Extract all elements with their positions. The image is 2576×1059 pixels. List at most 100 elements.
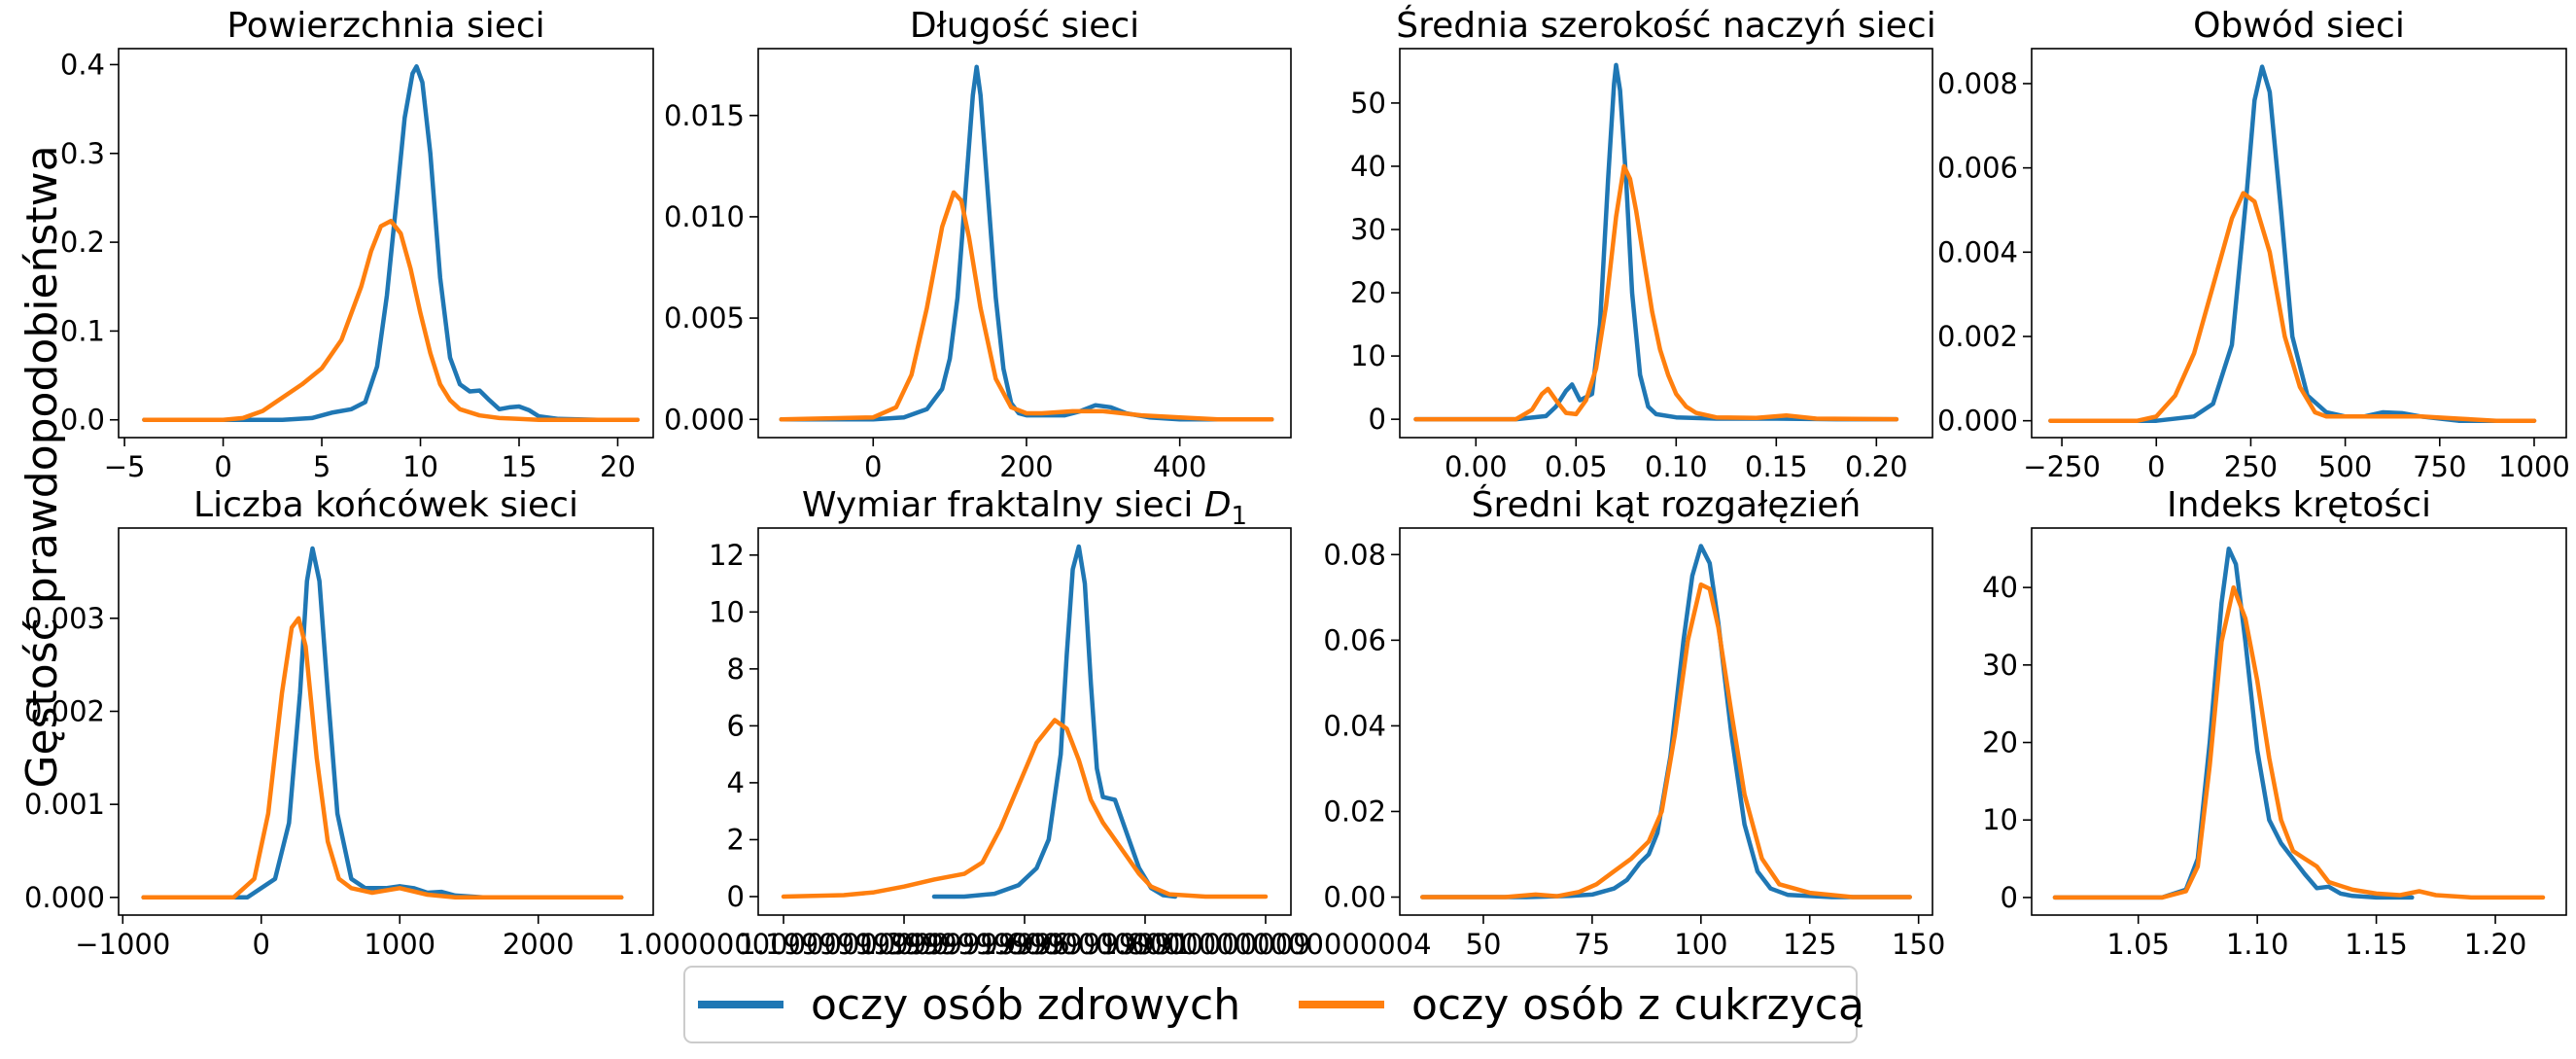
axes-frame (118, 527, 654, 916)
series-line-diabetic (781, 718, 1269, 900)
x-tick-label: 1.10 (2226, 928, 2289, 961)
subplot-title: Indeks krętości (2167, 485, 2431, 525)
x-tick-label: 1.60000000000000009 (979, 928, 1310, 961)
axes-frame (2031, 527, 2567, 916)
x-tick-label: −1000 (75, 928, 170, 961)
x-tick-label: 1.05 (2106, 928, 2170, 961)
subplot-4: Obwód sieci −250 0 250 500 750 1000 0.000 0.002 0… (1937, 6, 2570, 483)
y-tick-label: 20 (1982, 726, 2018, 759)
subplot-title: Długość sieci (910, 6, 1139, 46)
y-tick-label: 4 (727, 766, 745, 799)
y-tick-label: 0.004 (1937, 235, 2018, 268)
x-tick-label: 1000 (364, 928, 435, 961)
x-tick-label: 150 (1892, 928, 1945, 961)
y-tick-label: 40 (1350, 150, 1386, 183)
x-tick-label: 1.39999999999999991 (858, 928, 1190, 961)
axes-frame (1399, 527, 1933, 916)
subplot-title: Liczba końcówek sieci (193, 485, 578, 525)
x-tick-label: 0.05 (1545, 450, 1608, 483)
legend-frame (683, 966, 1858, 1043)
x-tick-label: 250 (2224, 450, 2278, 483)
y-tick-label: 10 (1982, 803, 2018, 836)
y-tick-label: 0 (2001, 881, 2018, 914)
y-tick-label: 6 (727, 709, 745, 742)
x-tick-label: 125 (1783, 928, 1836, 961)
y-tick-label: 40 (1982, 571, 2018, 604)
series-line-healthy (2052, 547, 2415, 900)
x-tick-label: 750 (2413, 450, 2466, 483)
y-tick-label: 0.000 (664, 403, 745, 436)
subplot-3: Średnia szerokość naczyń sieci 0.00 0.05 0.… (1350, 5, 1936, 483)
x-tick-label: 5 (313, 450, 331, 483)
y-tick-label: 0.04 (1323, 709, 1386, 742)
x-tick-label: 1.80000000000000004 (1099, 928, 1431, 961)
x-tick-label: 400 (1153, 450, 1206, 483)
series-line-healthy (2048, 64, 2537, 423)
subplot-7: Średni kąt rozgałęzień 50 75 100 125 150 0.00 0… (1323, 484, 1945, 961)
subplot-title: Średnia szerokość naczyń sieci (1396, 5, 1935, 46)
y-tick-label: 0.08 (1323, 538, 1386, 571)
x-tick-label: 0.00 (1445, 450, 1508, 483)
x-tick-label: 0.15 (1745, 450, 1808, 483)
axes-frame (2031, 48, 2567, 439)
x-tick-label: 0 (214, 450, 231, 483)
series-line-diabetic (141, 616, 624, 900)
x-tick-label: 15 (502, 450, 538, 483)
x-tick-label: 0 (2147, 450, 2165, 483)
axes-frame (757, 48, 1292, 439)
legend-label-diabetic: oczy osób z cukrzycą (1411, 980, 1864, 1030)
y-tick-label: 0.06 (1323, 623, 1386, 656)
x-tick-label: 10 (402, 450, 438, 483)
series-line-diabetic (1413, 163, 1899, 422)
y-tick-label: 0.02 (1323, 794, 1386, 828)
y-tick-label: 0.000 (24, 881, 105, 914)
x-tick-label: 500 (2318, 450, 2372, 483)
y-tick-label: 0.002 (1937, 320, 2018, 353)
subplot-title: Powierzchnia sieci (226, 6, 544, 46)
x-tick-label: 1.19999999999999996 (738, 928, 1069, 961)
x-tick-label: 1.00000000000000000 (617, 928, 949, 961)
y-tick-label: 50 (1350, 87, 1386, 120)
subplot-1: Powierzchnia sieci −5 0 5 10 15 20 0.0 0.1 0.2 0.3… (60, 6, 654, 483)
y-tick-label: 0.1 (60, 314, 105, 347)
axes-frame (1399, 48, 1933, 439)
subplot-5: Liczba końcówek sieci −1000 0 1000 2000 0.000… (24, 485, 654, 961)
y-tick-label: 0.006 (1937, 152, 2018, 185)
y-tick-label: 0.0 (60, 404, 105, 437)
series-line-healthy (931, 544, 1178, 900)
y-tick-label: 20 (1350, 276, 1386, 309)
x-tick-label: −250 (2023, 450, 2101, 483)
series-line-healthy (1413, 62, 1899, 422)
subplot-title: Wymiar fraktalny sieci D1 (802, 485, 1247, 531)
y-tick-label: 0.00 (1323, 881, 1386, 914)
subplot-title: Średni kąt rozgałęzień (1472, 484, 1862, 525)
y-tick-label: 0.2 (60, 226, 105, 259)
figure-ylabel: Gęstość prawdopodobieństwa (17, 145, 67, 788)
series-line-diabetic (2048, 191, 2537, 423)
series-line-diabetic (779, 190, 1274, 422)
y-tick-label: 0.015 (664, 99, 745, 132)
axes-frame (118, 48, 654, 439)
x-tick-label: 0.10 (1645, 450, 1708, 483)
y-tick-label: 10 (1350, 339, 1386, 372)
series-line-diabetic (142, 218, 641, 422)
y-tick-label: 0 (727, 880, 745, 913)
x-tick-label: 1.15 (2345, 928, 2408, 961)
subplot-8: Indeks krętości 1.05 1.10 1.15 1.20 0 10 20 30 40 (1982, 485, 2567, 961)
subplot-2: Długość sieci 0 200 400 0.000 0.005 0.010 0.015 (664, 6, 1292, 483)
subplot-6: Wymiar fraktalny sieci D1 1.0000000000000… (617, 485, 1431, 961)
y-tick-label: 0.001 (24, 788, 105, 821)
series-line-diabetic (1420, 582, 1912, 900)
y-tick-label: 0.000 (1937, 405, 2018, 438)
y-tick-label: 12 (709, 539, 745, 572)
x-tick-label: −5 (104, 450, 146, 483)
x-tick-label: 50 (1466, 928, 1502, 961)
x-tick-label: 0.20 (1845, 450, 1908, 483)
subplot-title: Obwód sieci (2193, 6, 2405, 46)
x-tick-label: 0 (253, 928, 270, 961)
y-tick-label: 0.010 (664, 200, 745, 233)
y-tick-label: 0.3 (60, 137, 105, 170)
y-tick-label: 10 (709, 595, 745, 628)
